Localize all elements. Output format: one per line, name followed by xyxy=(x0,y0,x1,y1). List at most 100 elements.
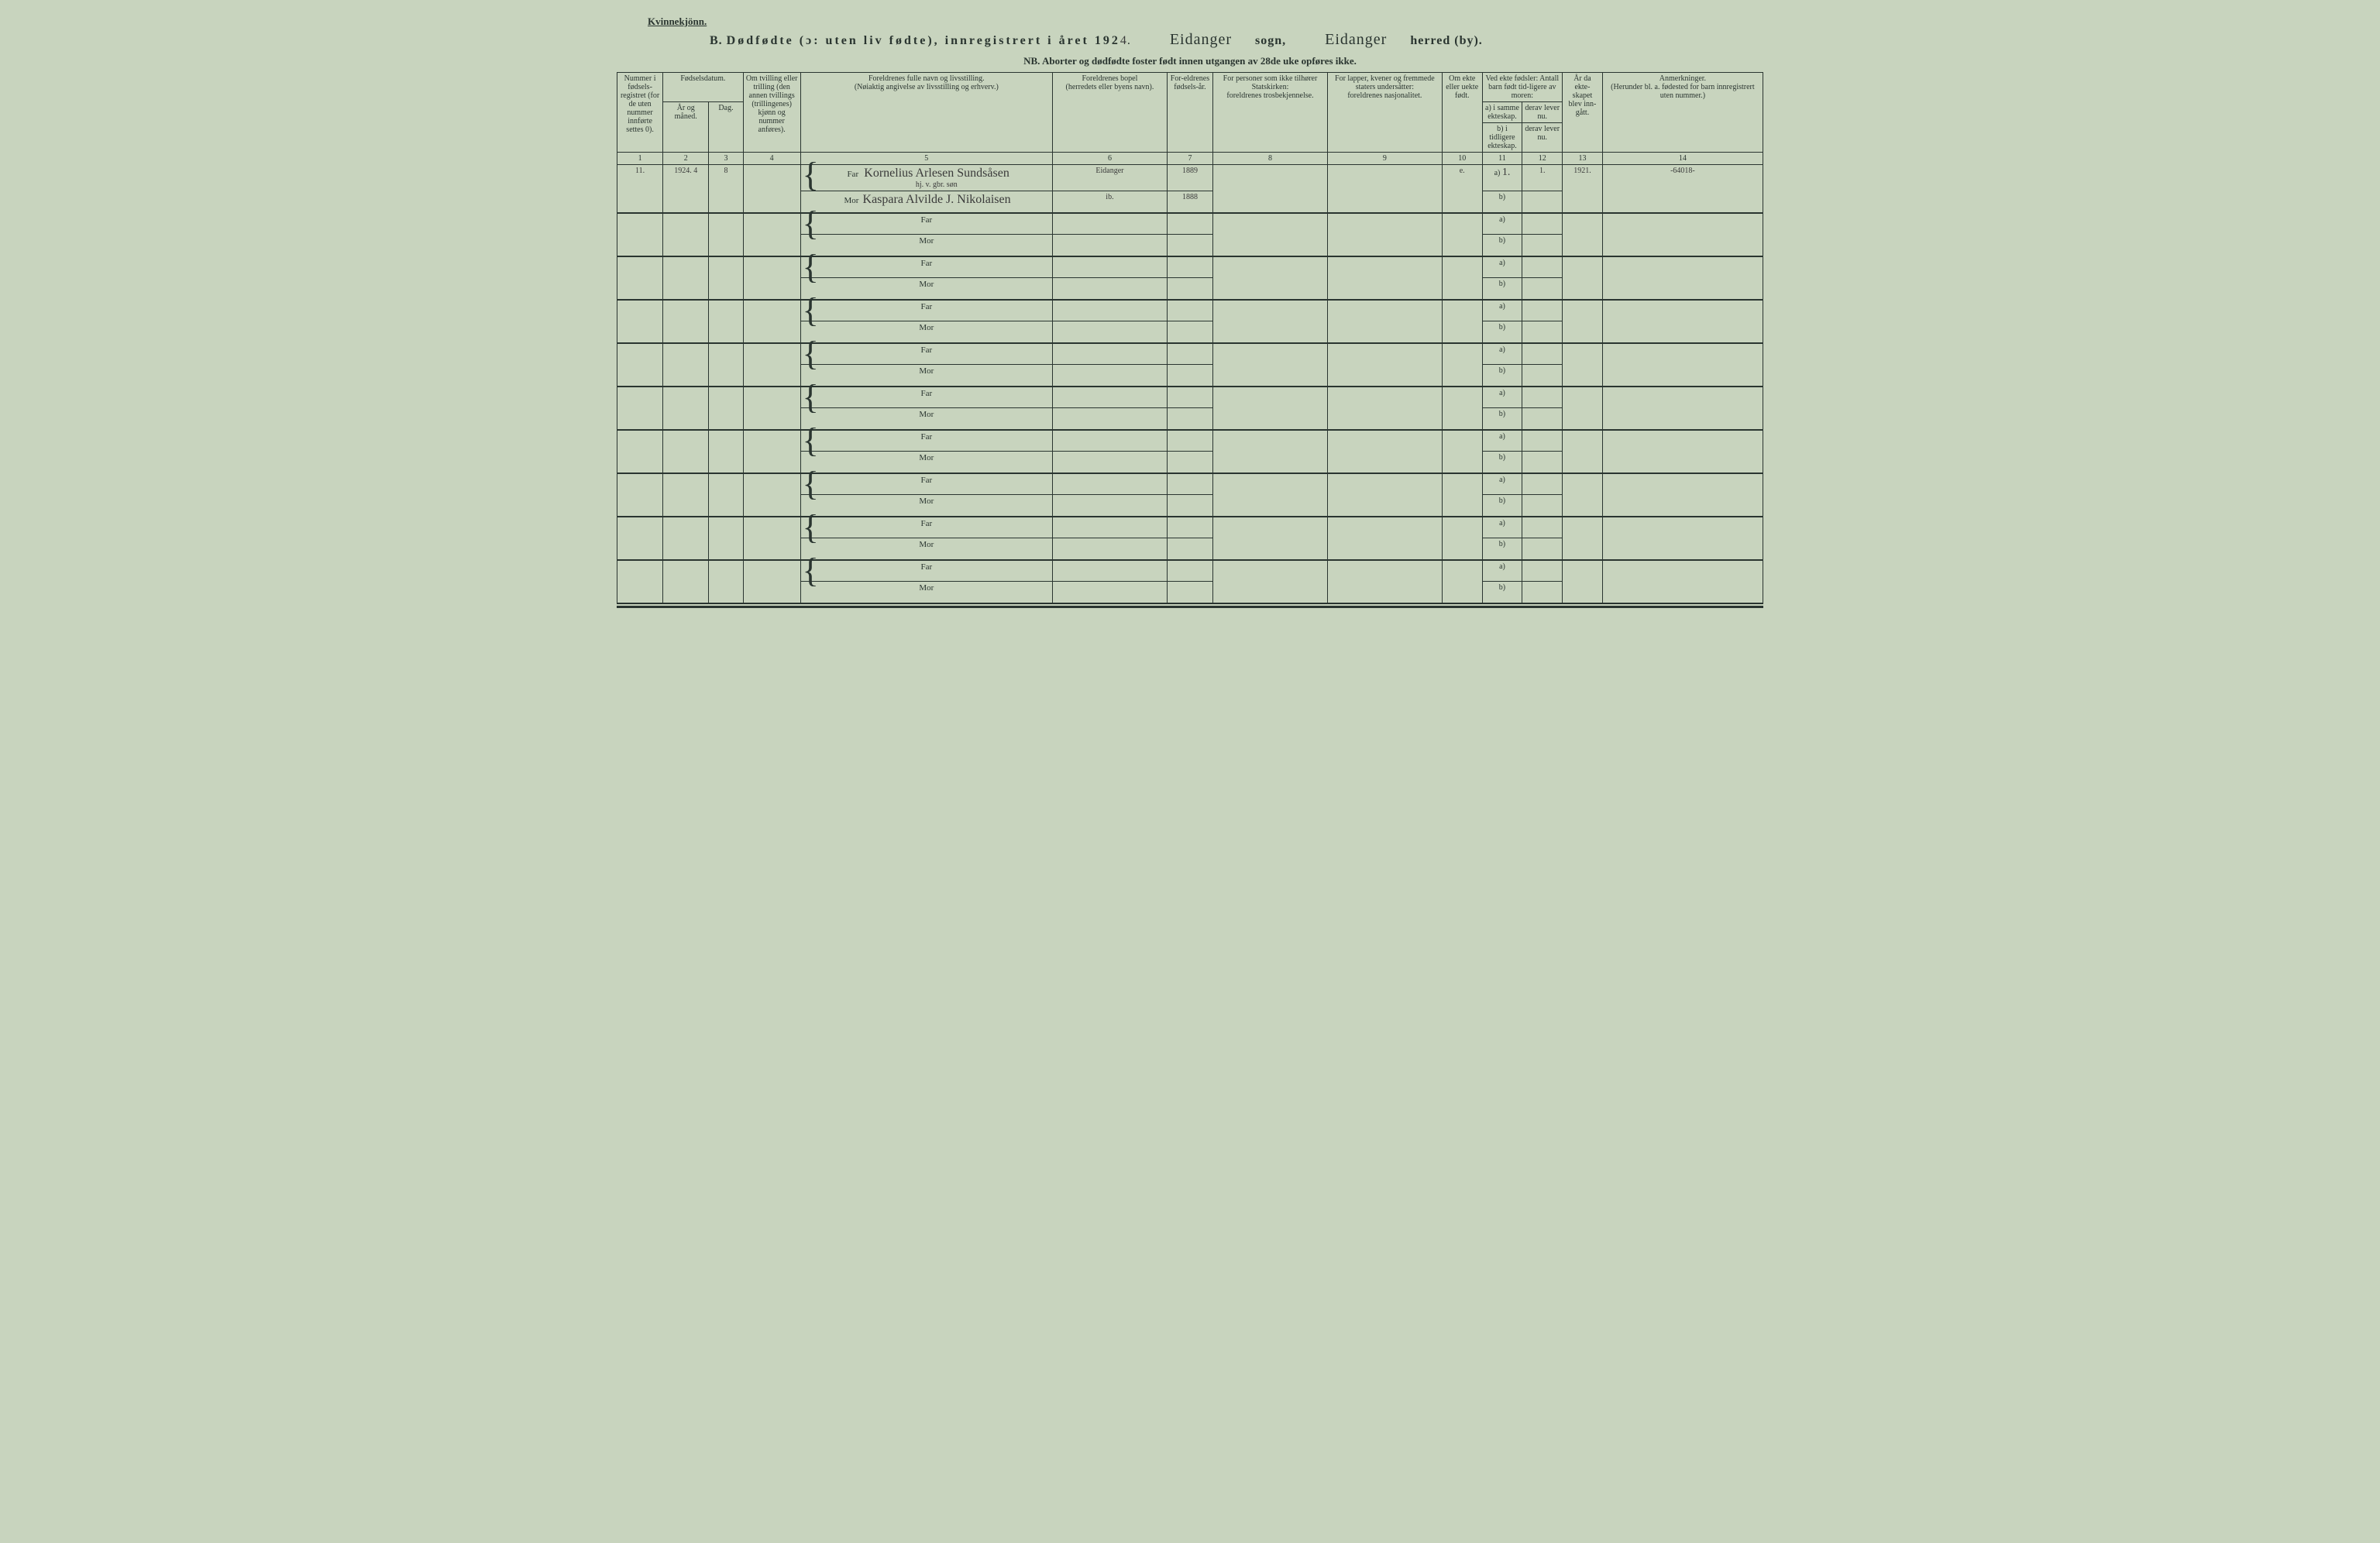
blank-year-month xyxy=(663,430,709,473)
blank-twin xyxy=(743,517,800,560)
blank-a: a) xyxy=(1482,256,1522,278)
blank-faith xyxy=(1213,387,1328,430)
blank-mor-birthyear xyxy=(1167,582,1212,603)
blank-mor-bopel xyxy=(1053,582,1168,603)
blank-b-lever xyxy=(1522,235,1563,256)
col-5-sub: (Nøiaktig angivelse av livsstilling og e… xyxy=(803,83,1050,91)
entry-a-same: a) 1. xyxy=(1482,165,1522,191)
colnum: 6 xyxy=(1053,153,1168,165)
blank-number xyxy=(617,473,663,517)
section-letter: B. xyxy=(710,34,723,47)
blank-mor-bopel xyxy=(1053,365,1168,387)
blank-twin xyxy=(743,300,800,343)
blank-mor: Mor xyxy=(800,495,1052,517)
blank-day xyxy=(709,300,743,343)
blank-far-birthyear xyxy=(1167,343,1212,365)
colnum: 1 xyxy=(617,153,663,165)
blank-far-birthyear xyxy=(1167,300,1212,321)
blank-b-lever xyxy=(1522,408,1563,430)
register-table: Nummer i fødsels-registret (for de uten … xyxy=(617,72,1763,604)
blank-day xyxy=(709,560,743,603)
blank-b-lever xyxy=(1522,365,1563,387)
blank-a: a) xyxy=(1482,430,1522,452)
entry-mor-bopel: ib. xyxy=(1053,191,1168,213)
blank-remark xyxy=(1602,343,1763,387)
col-14-main: Anmerkninger. xyxy=(1605,74,1760,83)
colnum: 9 xyxy=(1327,153,1442,165)
col-12a-header: derav lever nu. xyxy=(1522,102,1563,123)
blank-mor-bopel xyxy=(1053,452,1168,473)
blank-number xyxy=(617,256,663,300)
blank-year-month xyxy=(663,473,709,517)
blank-ekte xyxy=(1442,517,1482,560)
table-head: Nummer i fødsels-registret (for de uten … xyxy=(617,73,1763,165)
blank-far-bopel xyxy=(1053,343,1168,365)
blank-far-birthyear xyxy=(1167,387,1212,408)
blank-day xyxy=(709,256,743,300)
blank-remark xyxy=(1602,517,1763,560)
blank-far: {Far xyxy=(800,517,1052,538)
blank-far: {Far xyxy=(800,387,1052,408)
parish-label: sogn, xyxy=(1255,34,1286,47)
blank-a-lever xyxy=(1522,473,1563,495)
colnum: 8 xyxy=(1213,153,1328,165)
blank-nationality xyxy=(1327,560,1442,603)
blank-far-bopel xyxy=(1053,560,1168,582)
colnum: 4 xyxy=(743,153,800,165)
entry-twin xyxy=(743,165,800,213)
entry-b-lever xyxy=(1522,191,1563,213)
blank-number xyxy=(617,387,663,430)
blank-mor-birthyear xyxy=(1167,408,1212,430)
blank-year-month xyxy=(663,387,709,430)
blank-remark xyxy=(1602,473,1763,517)
blank-far: {Far xyxy=(800,213,1052,235)
blank-ekte xyxy=(1442,213,1482,256)
blank-twin xyxy=(743,256,800,300)
register-page: Kvinnekjönn. B. Dødfødte (ɔ: uten liv fø… xyxy=(617,15,1763,608)
col-11b-header: b) i tidligere ekteskap. xyxy=(1482,123,1522,153)
blank-day xyxy=(709,430,743,473)
col-11a-header: a) i samme ekteskap. xyxy=(1482,102,1522,123)
blank-mor-birthyear xyxy=(1167,452,1212,473)
blank-far-bopel xyxy=(1053,387,1168,408)
colnum: 11 xyxy=(1482,153,1522,165)
blank-remark xyxy=(1602,256,1763,300)
blank-far: {Far xyxy=(800,560,1052,582)
blank-far: {Far xyxy=(800,473,1052,495)
blank-nationality xyxy=(1327,430,1442,473)
blank-ekte xyxy=(1442,300,1482,343)
col-9-main: For lapper, kvener og fremmede staters u… xyxy=(1330,74,1439,91)
blank-a-lever xyxy=(1522,300,1563,321)
blank-mor-birthyear xyxy=(1167,321,1212,343)
col-9-sub: foreldrenes nasjonalitet. xyxy=(1330,91,1439,100)
blank-far-birthyear xyxy=(1167,560,1212,582)
entry-day: 8 xyxy=(709,165,743,213)
col-9-header: For lapper, kvener og fremmede staters u… xyxy=(1327,73,1442,153)
colnum: 13 xyxy=(1563,153,1603,165)
blank-a-lever xyxy=(1522,560,1563,582)
blank-mor-bopel xyxy=(1053,495,1168,517)
title-main: Dødfødte (ɔ: uten liv fødte), innregistr… xyxy=(727,34,1120,47)
colnum: 12 xyxy=(1522,153,1563,165)
blank-mor-birthyear xyxy=(1167,495,1212,517)
blank-ekte xyxy=(1442,473,1482,517)
column-number-row: 1 2 3 4 5 6 7 8 9 10 11 12 13 14 xyxy=(617,153,1763,165)
blank-mor: Mor xyxy=(800,321,1052,343)
blank-mor-bopel xyxy=(1053,538,1168,560)
blank-b: b) xyxy=(1482,278,1522,300)
col-7-header: For-eldrenes fødsels-år. xyxy=(1167,73,1212,153)
blank-remark xyxy=(1602,430,1763,473)
blank-faith xyxy=(1213,517,1328,560)
blank-b: b) xyxy=(1482,365,1522,387)
blank-ekte xyxy=(1442,430,1482,473)
entry-far-birthyear: 1889 xyxy=(1167,165,1212,191)
colnum: 2 xyxy=(663,153,709,165)
blank-year-month xyxy=(663,213,709,256)
col-13-header: År da ekte-skapet blev inn-gått. xyxy=(1563,73,1603,153)
blank-ekte xyxy=(1442,343,1482,387)
blank-mor: Mor xyxy=(800,235,1052,256)
blank-nationality xyxy=(1327,300,1442,343)
blank-nationality xyxy=(1327,213,1442,256)
blank-year-month xyxy=(663,560,709,603)
colnum: 5 xyxy=(800,153,1052,165)
